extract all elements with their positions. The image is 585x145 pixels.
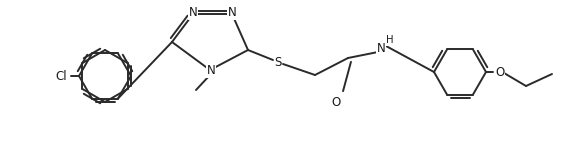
Text: N: N — [188, 7, 197, 19]
Text: O: O — [495, 66, 505, 78]
Text: H: H — [386, 35, 394, 45]
Text: O: O — [331, 97, 340, 109]
Text: N: N — [228, 7, 236, 19]
Text: N: N — [377, 41, 386, 55]
Text: S: S — [274, 56, 282, 68]
Text: Cl: Cl — [56, 69, 67, 83]
Text: N: N — [207, 65, 215, 77]
